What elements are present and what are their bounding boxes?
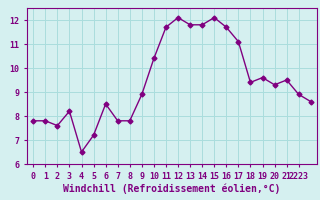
X-axis label: Windchill (Refroidissement éolien,°C): Windchill (Refroidissement éolien,°C) [63, 183, 281, 194]
